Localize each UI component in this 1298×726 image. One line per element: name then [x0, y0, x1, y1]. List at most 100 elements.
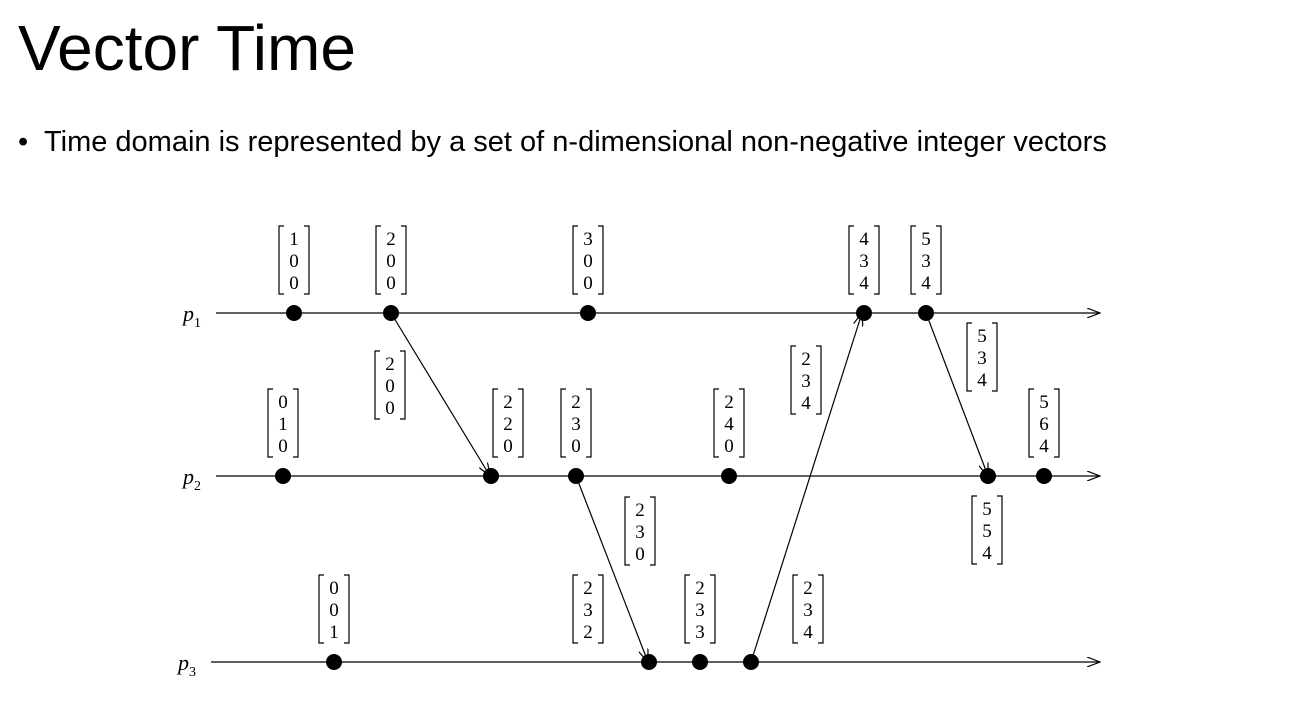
event-dot-p3 — [641, 654, 657, 670]
vector-component: 1 — [329, 622, 339, 643]
vector-component: 0 — [385, 376, 395, 397]
process-label-p2: p2 — [181, 464, 201, 494]
event-vector-p2: 240 — [713, 388, 745, 458]
vector-component: 0 — [386, 273, 396, 294]
message-vector: 234 — [790, 345, 822, 415]
vector-component: 4 — [859, 273, 869, 294]
process-letter: p — [181, 464, 194, 489]
event-dot-p1 — [918, 305, 934, 321]
bracket-left — [971, 495, 977, 565]
bracket-left — [910, 225, 916, 295]
vector-component: 3 — [695, 600, 705, 621]
vector-component: 2 — [695, 578, 705, 599]
bracket-right — [586, 388, 592, 458]
message-arrow — [390, 312, 490, 476]
event-vector-p1: 434 — [848, 225, 880, 295]
vector-component: 2 — [385, 354, 395, 375]
bracket-right — [710, 574, 716, 644]
vector-component: 3 — [571, 414, 581, 435]
event-dot-p2 — [483, 468, 499, 484]
event-dot-p1 — [286, 305, 302, 321]
bracket-right — [293, 388, 299, 458]
vector-component: 6 — [1039, 414, 1049, 435]
event-dot-p1 — [580, 305, 596, 321]
bracket-left — [792, 574, 798, 644]
vector-component: 0 — [724, 436, 734, 457]
process-label-p1: p1 — [181, 301, 201, 331]
event-vector-p3: 234 — [792, 574, 824, 644]
event-dot-p2 — [1036, 468, 1052, 484]
vector-component: 2 — [386, 229, 396, 250]
message-arrow — [575, 475, 648, 662]
event-dot-p2 — [275, 468, 291, 484]
vector-component: 4 — [801, 393, 811, 414]
bullet-point: • Time domain is represented by a set of … — [18, 122, 1107, 162]
bracket-right — [400, 350, 406, 420]
process-subscript: 1 — [194, 316, 201, 331]
vector-component: 3 — [635, 522, 645, 543]
event-vector-p2: 564 — [1028, 388, 1060, 458]
bullet-text: Time domain is represented by a set of n… — [44, 126, 1107, 158]
bracket-right — [518, 388, 524, 458]
bracket-right — [401, 225, 407, 295]
event-vector-p1: 534 — [910, 225, 942, 295]
event-vector-p3: 233 — [684, 574, 716, 644]
event-vector-p3: 232 — [572, 574, 604, 644]
slide-title: Vector Time — [18, 12, 356, 84]
bracket-left — [278, 225, 284, 295]
bracket-right — [1054, 388, 1060, 458]
vector-component: 3 — [801, 371, 811, 392]
vector-component: 0 — [329, 578, 339, 599]
message-vector: 534 — [966, 322, 998, 392]
bracket-left — [713, 388, 719, 458]
event-vector-p2: 554 — [971, 495, 1003, 565]
message-arrow — [925, 312, 988, 476]
bracket-left — [790, 345, 796, 415]
event-vector-p1: 200 — [375, 225, 407, 295]
bracket-left — [318, 574, 324, 644]
event-dot-p2 — [721, 468, 737, 484]
event-dot-p1 — [383, 305, 399, 321]
event-vector-p2: 010 — [267, 388, 299, 458]
event-dot-p2 — [980, 468, 996, 484]
bracket-right — [874, 225, 880, 295]
process-letter: p — [181, 301, 194, 326]
event-vector-p1: 100 — [278, 225, 310, 295]
vector-component: 4 — [859, 229, 869, 250]
vector-component: 0 — [583, 273, 593, 294]
bracket-right — [344, 574, 350, 644]
vector-component: 2 — [571, 392, 581, 413]
event-dot-p3 — [326, 654, 342, 670]
process-letter: p — [176, 650, 189, 675]
vector-component: 5 — [982, 521, 992, 542]
vector-component: 2 — [801, 349, 811, 370]
bracket-right — [997, 495, 1003, 565]
bracket-left — [572, 225, 578, 295]
vector-component: 4 — [724, 414, 734, 435]
process-subscript: 2 — [194, 479, 201, 494]
vector-component: 1 — [289, 229, 299, 250]
bracket-right — [598, 225, 604, 295]
message-vector: 230 — [624, 496, 656, 566]
vector-component: 5 — [921, 229, 931, 250]
vector-component: 3 — [977, 348, 987, 369]
bracket-right — [304, 225, 310, 295]
event-vector-p3: 001 — [318, 574, 350, 644]
vector-component: 2 — [803, 578, 813, 599]
process-subscript: 3 — [189, 665, 196, 680]
vector-component: 0 — [583, 251, 593, 272]
vector-component: 3 — [695, 622, 705, 643]
event-dot-p3 — [743, 654, 759, 670]
vector-component: 2 — [583, 578, 593, 599]
vector-component: 0 — [329, 600, 339, 621]
message-arrow — [750, 313, 862, 663]
vector-component: 3 — [583, 229, 593, 250]
event-dot-p1 — [856, 305, 872, 321]
message-vector: 200 — [374, 350, 406, 420]
bracket-right — [816, 345, 822, 415]
vector-component: 2 — [724, 392, 734, 413]
event-vector-p1: 300 — [572, 225, 604, 295]
bracket-left — [560, 388, 566, 458]
vector-component: 5 — [1039, 392, 1049, 413]
